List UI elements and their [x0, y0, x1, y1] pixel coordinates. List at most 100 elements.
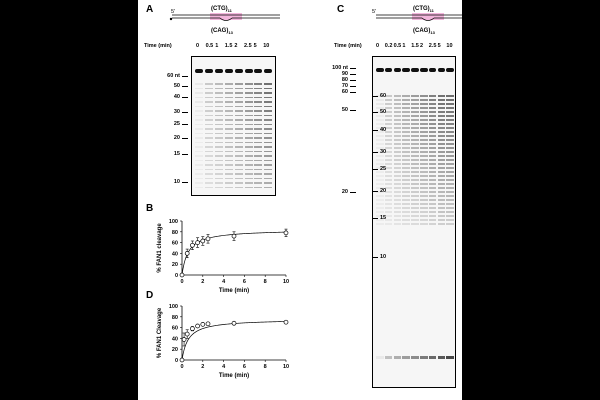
product-band	[254, 105, 263, 107]
product-band	[224, 87, 233, 89]
product-band	[224, 182, 233, 184]
product-band	[411, 143, 419, 145]
panel-c-marker-right-tick	[372, 112, 378, 114]
product-band	[446, 163, 454, 165]
product-band	[402, 107, 410, 109]
product-band	[428, 171, 437, 173]
product-band	[244, 105, 253, 107]
product-band	[214, 164, 223, 166]
product-band	[446, 179, 454, 181]
product-band	[244, 177, 253, 179]
substrate-band	[244, 69, 253, 73]
product-band	[264, 137, 273, 139]
product-band	[402, 103, 410, 105]
product-band	[437, 211, 446, 213]
product-band	[420, 107, 428, 109]
product-band	[393, 143, 402, 145]
product-band	[264, 155, 273, 157]
product-band	[428, 131, 437, 133]
product-band	[402, 95, 410, 97]
product-band	[204, 146, 213, 148]
product-band	[224, 110, 233, 112]
product-band	[376, 99, 384, 101]
panel-c-marker-right: 25	[372, 166, 386, 173]
product-band	[384, 167, 393, 169]
product-band	[411, 151, 419, 153]
product-band	[254, 186, 263, 188]
substrate-band	[446, 68, 454, 72]
gel-lane	[264, 57, 273, 195]
data-point	[190, 326, 195, 332]
panel-c-marker-left-label: 100 nt	[332, 65, 348, 71]
product-band	[428, 135, 437, 137]
product-band	[402, 199, 410, 201]
product-band	[224, 146, 233, 148]
y-tick-label: 80	[172, 230, 178, 236]
product-band	[411, 135, 419, 137]
product-band	[384, 123, 393, 125]
product-band	[411, 183, 419, 185]
product-band	[384, 223, 393, 225]
panel-c-marker-right: 20	[372, 188, 386, 195]
product-band	[195, 123, 203, 125]
product-band	[411, 203, 419, 205]
product-band	[420, 175, 428, 177]
product-band	[437, 95, 446, 97]
product-band	[402, 187, 410, 189]
data-point	[184, 251, 190, 256]
product-band	[234, 128, 243, 130]
panel-c-marker-right: 15	[372, 215, 386, 222]
product-band	[224, 173, 233, 175]
product-band	[402, 147, 410, 149]
gel-lane	[244, 57, 253, 195]
product-band	[204, 177, 213, 179]
product-band	[264, 164, 273, 166]
product-band	[393, 175, 402, 177]
x-tick-label: 8	[264, 364, 267, 370]
product-band	[437, 187, 446, 189]
product-band	[402, 119, 410, 121]
product-band	[234, 132, 243, 134]
product-band	[437, 143, 446, 145]
product-band	[204, 119, 213, 121]
product-band	[393, 171, 402, 173]
product-band	[420, 207, 428, 209]
product-band	[384, 159, 393, 161]
product-band	[402, 175, 410, 177]
product-band	[264, 182, 273, 184]
short-product-band	[428, 356, 437, 359]
product-band	[254, 155, 263, 157]
x-tick-label: 8	[264, 279, 267, 285]
product-band	[214, 128, 223, 130]
product-band	[411, 191, 419, 193]
product-band	[428, 139, 437, 141]
panel-c-lane-label: 0.2	[384, 43, 393, 49]
product-band	[234, 110, 243, 112]
product-band	[420, 199, 428, 201]
panel-c-time-header: Time (min)	[334, 43, 362, 49]
gel-lane	[214, 57, 223, 195]
product-band	[224, 150, 233, 152]
panel-c-marker-left-tick	[350, 110, 356, 112]
product-band	[376, 203, 384, 205]
product-band	[393, 155, 402, 157]
panel-b-label: B	[146, 203, 154, 214]
product-band	[411, 159, 419, 161]
substrate-band	[204, 69, 213, 73]
product-band	[437, 135, 446, 137]
x-tick-label: 4	[222, 279, 226, 285]
product-band	[264, 141, 273, 143]
product-band	[393, 131, 402, 133]
product-band	[234, 182, 243, 184]
gel-lane	[224, 57, 233, 195]
product-band	[420, 191, 428, 193]
product-band	[428, 159, 437, 161]
product-band	[411, 223, 419, 225]
product-band	[204, 87, 213, 89]
product-band	[393, 111, 402, 113]
panel-c-marker-left-label: 60	[341, 89, 348, 95]
product-band	[376, 131, 384, 133]
panel-c-marker-left-tick	[350, 92, 356, 94]
product-band	[402, 131, 410, 133]
product-band	[244, 114, 253, 116]
